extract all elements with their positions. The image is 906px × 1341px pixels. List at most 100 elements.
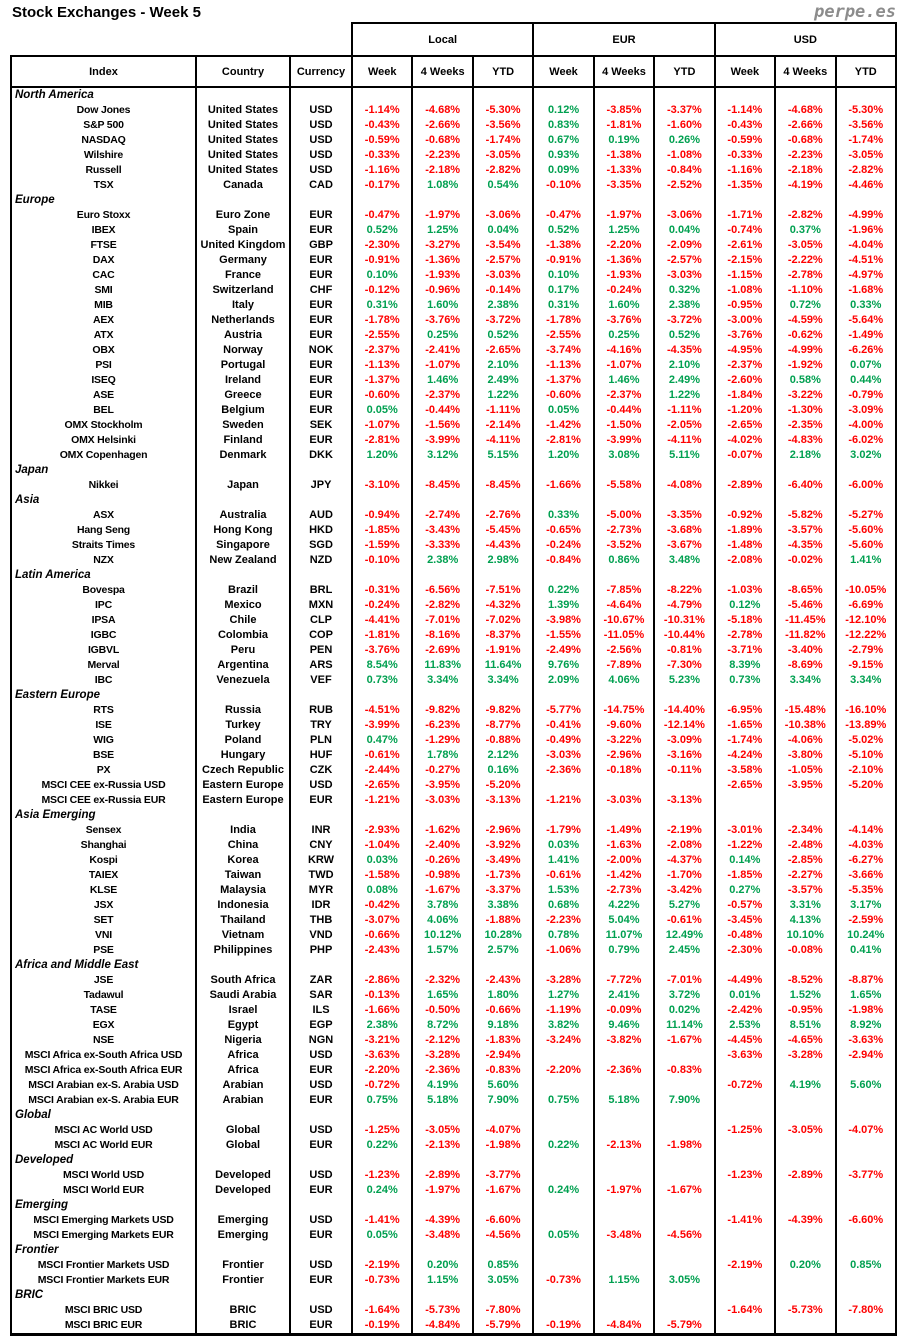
empty-cell — [713, 568, 777, 583]
value-cell: -8.87% — [834, 973, 898, 988]
value-cell: 3.34% — [411, 673, 474, 688]
value-cell: -0.84% — [653, 163, 716, 178]
value-cell — [774, 1063, 837, 1078]
country-cell: Brazil — [195, 583, 291, 598]
value-cell: 0.52% — [532, 223, 595, 238]
currency-cell: NOK — [288, 343, 354, 358]
empty-cell — [288, 1288, 354, 1303]
value-cell: -1.14% — [351, 103, 414, 118]
value-cell: -1.03% — [713, 583, 777, 598]
value-cell: 1.41% — [532, 853, 595, 868]
value-cell: 0.85% — [834, 1258, 898, 1273]
empty-cell — [195, 463, 291, 478]
value-cell: -0.59% — [713, 133, 777, 148]
value-cell: 3.82% — [532, 1018, 595, 1033]
value-cell: -0.57% — [713, 898, 777, 913]
value-cell: -1.97% — [592, 1183, 656, 1198]
value-cell: -3.03% — [471, 268, 535, 283]
value-cell: -0.11% — [653, 763, 716, 778]
value-cell: -2.81% — [532, 433, 595, 448]
empty-cell — [592, 958, 656, 973]
index-cell: JSE — [10, 973, 197, 988]
value-cell: -5.18% — [713, 613, 777, 628]
column-header-index: Index — [10, 55, 197, 88]
empty-cell — [411, 1198, 474, 1213]
country-cell: Norway — [195, 343, 291, 358]
value-cell: 0.16% — [471, 763, 535, 778]
value-cell: -2.37% — [713, 358, 777, 373]
value-cell: -3.06% — [471, 208, 535, 223]
value-cell: -1.67% — [471, 1183, 535, 1198]
group-header-local: Local — [351, 22, 535, 57]
value-cell: -2.32% — [411, 973, 474, 988]
value-cell: 1.22% — [471, 388, 535, 403]
value-cell: 0.08% — [351, 883, 414, 898]
value-cell: -3.48% — [592, 1228, 656, 1243]
value-cell: 0.85% — [471, 1258, 535, 1273]
value-cell: 1.52% — [774, 988, 837, 1003]
value-cell: -1.15% — [713, 268, 777, 283]
value-cell: -3.05% — [774, 1123, 837, 1138]
value-cell: -7.51% — [471, 583, 535, 598]
value-cell — [713, 793, 777, 808]
value-cell: -1.66% — [351, 1003, 414, 1018]
value-cell: -4.84% — [411, 1318, 474, 1336]
empty-cell — [351, 1243, 414, 1258]
value-cell: -2.60% — [713, 373, 777, 388]
currency-cell: VEF — [288, 673, 354, 688]
value-cell: -3.72% — [471, 313, 535, 328]
index-cell: MSCI World EUR — [10, 1183, 197, 1198]
value-cell: 0.37% — [774, 223, 837, 238]
empty-cell — [288, 1153, 354, 1168]
section-row: North America — [10, 87, 898, 103]
value-cell: -4.16% — [592, 343, 656, 358]
value-cell — [592, 1258, 656, 1273]
value-cell: -0.61% — [532, 868, 595, 883]
value-cell: 1.20% — [532, 448, 595, 463]
value-cell: -2.19% — [713, 1258, 777, 1273]
value-cell: 0.22% — [351, 1138, 414, 1153]
table-row: Euro Stoxx Euro Zone EUR -0.47% -1.97% -3.06%… — [10, 208, 898, 223]
value-cell — [532, 1258, 595, 1273]
index-cell: OMX Copenhagen — [10, 448, 197, 463]
value-cell: 3.72% — [653, 988, 716, 1003]
empty-cell — [195, 1108, 291, 1123]
value-cell — [713, 1063, 777, 1078]
empty-cell — [411, 87, 474, 103]
value-cell: 0.22% — [532, 1138, 595, 1153]
section-row: BRIC — [10, 1288, 898, 1303]
value-cell: -0.81% — [653, 643, 716, 658]
value-cell: -2.42% — [713, 1003, 777, 1018]
value-cell: -12.22% — [834, 628, 898, 643]
value-cell — [774, 1093, 837, 1108]
currency-cell: PHP — [288, 943, 354, 958]
empty-cell — [653, 1288, 716, 1303]
currency-cell: EUR — [288, 1318, 354, 1336]
value-cell: -11.05% — [592, 628, 656, 643]
value-cell: -4.97% — [834, 268, 898, 283]
value-cell: -4.64% — [592, 598, 656, 613]
value-cell: -11.82% — [774, 628, 837, 643]
currency-cell: USD — [288, 778, 354, 793]
value-cell: -2.82% — [774, 208, 837, 223]
value-cell: -1.21% — [351, 793, 414, 808]
value-cell: -8.65% — [774, 583, 837, 598]
section-row: Asia Emerging — [10, 808, 898, 823]
index-cell: MIB — [10, 298, 197, 313]
index-cell: MSCI Africa ex-South Africa USD — [10, 1048, 197, 1063]
value-cell: -3.74% — [532, 343, 595, 358]
table-row: ATX Austria EUR -2.55% 0.25% 0.52% -2.55% 0.25%… — [10, 328, 898, 343]
value-cell: -2.49% — [532, 643, 595, 658]
value-cell: -3.48% — [411, 1228, 474, 1243]
value-cell: 0.72% — [774, 298, 837, 313]
value-cell — [532, 1078, 595, 1093]
value-cell: 0.12% — [713, 598, 777, 613]
value-cell: 1.25% — [411, 223, 474, 238]
value-cell: -2.74% — [411, 508, 474, 523]
value-cell: -1.36% — [592, 253, 656, 268]
value-cell: -1.56% — [411, 418, 474, 433]
value-cell: -0.27% — [411, 763, 474, 778]
value-cell: -6.69% — [834, 598, 898, 613]
value-cell: -3.56% — [834, 118, 898, 133]
value-cell: -0.73% — [532, 1273, 595, 1288]
